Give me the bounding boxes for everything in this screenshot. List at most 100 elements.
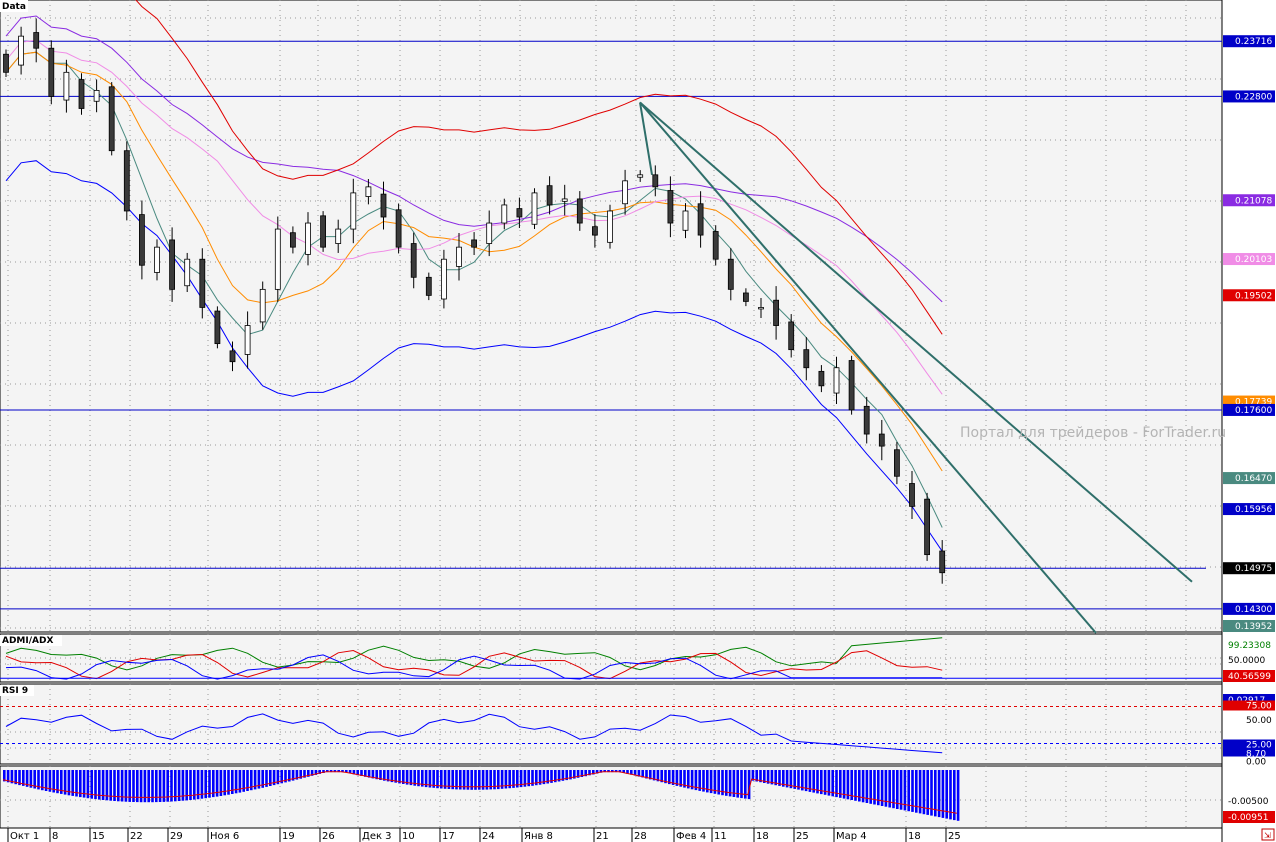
candle-body <box>863 405 870 435</box>
histogram-bar <box>956 770 960 821</box>
histogram-bar <box>519 770 523 788</box>
histogram-signal-line <box>2 771 957 814</box>
histogram-bar <box>592 770 595 775</box>
histogram-bar <box>641 770 644 778</box>
rsi-label-bg <box>1223 700 1275 711</box>
histogram-bar <box>409 770 413 786</box>
candle <box>622 169 628 215</box>
time-axis: Окт 1 8 15 22 29 Ноя 6 19 26 Дек 3 10 17 24 Янв 8 21 2… <box>7 828 961 842</box>
price-label: 0.17600 <box>1223 403 1275 416</box>
candle <box>274 216 281 302</box>
histogram-bar <box>664 770 667 784</box>
time-label: 29 <box>170 831 183 842</box>
histogram-bar <box>888 770 891 808</box>
candle-body <box>365 186 372 197</box>
admi-label-bg <box>1223 654 1275 666</box>
candle-body <box>244 325 251 355</box>
histogram-bar <box>744 770 747 799</box>
hist-label-text: -0.00500 <box>1228 797 1269 807</box>
histogram-bar <box>215 770 219 797</box>
histogram-bar <box>424 770 428 788</box>
histogram-bar <box>671 770 675 785</box>
histogram-bar <box>922 770 926 815</box>
corner-arrow-icon: ⇲ <box>1264 831 1271 840</box>
histogram-bar <box>915 770 918 813</box>
histogram-bar <box>945 770 948 819</box>
price-label-bg <box>1223 562 1275 575</box>
admi-title-bg <box>0 635 62 646</box>
admi-label-text: 50.0000 <box>1228 656 1265 666</box>
histogram-bar <box>345 770 348 773</box>
candle-body <box>350 192 357 230</box>
bollinger-lower-line <box>5 160 943 552</box>
candle-body <box>169 239 176 290</box>
histogram-bar <box>474 770 477 790</box>
channel-upper-line[interactable] <box>639 101 1193 583</box>
histogram-bar <box>352 770 356 775</box>
rsi-label-text: 25.00 <box>1246 741 1272 751</box>
grid <box>0 0 1222 828</box>
corner-button[interactable] <box>1261 828 1275 841</box>
candle-body <box>637 174 644 178</box>
histogram-bar <box>774 770 777 786</box>
candle-body <box>18 35 25 66</box>
histogram-bar <box>105 770 109 801</box>
histogram-bar <box>318 770 321 774</box>
candle-body <box>93 90 100 102</box>
histogram-bar <box>546 770 549 784</box>
histogram-bar <box>37 770 40 790</box>
histogram-bar <box>561 770 565 781</box>
histogram-bar <box>755 770 758 782</box>
histogram-bar <box>949 770 952 820</box>
histogram-bar <box>120 770 124 802</box>
candle-body <box>833 367 840 394</box>
histogram-bar <box>390 770 394 783</box>
rsi-title-bg <box>0 685 34 696</box>
candle-body <box>924 498 930 556</box>
histogram-bar <box>257 770 261 789</box>
histogram-bar <box>204 770 207 799</box>
histogram-bar <box>413 770 416 786</box>
candle <box>214 306 221 349</box>
price-label-bg <box>1223 35 1275 48</box>
candle-body <box>576 198 583 224</box>
channel-start-line[interactable] <box>639 102 653 175</box>
channel-lower-line[interactable] <box>639 101 1097 634</box>
candle-body <box>259 288 266 323</box>
histogram-bar <box>702 770 705 792</box>
histogram-bar <box>709 770 713 794</box>
time-label: 18 <box>756 831 769 842</box>
candle <box>456 233 462 281</box>
histogram-bar <box>341 770 344 773</box>
rsi-axis-label: 8.70 <box>1223 748 1275 760</box>
histogram-bar <box>29 770 33 788</box>
candle <box>440 249 447 309</box>
histogram-bar <box>421 770 424 787</box>
candle <box>365 179 372 205</box>
rsi-axis-label: 0.00 <box>1223 756 1275 768</box>
ma-slow-line <box>5 39 943 395</box>
histogram-bar <box>428 770 432 788</box>
histogram-bar <box>877 770 880 806</box>
histogram-bar <box>193 770 196 800</box>
histogram-bar <box>82 770 86 798</box>
histogram-bar <box>523 770 527 787</box>
descending-channel[interactable] <box>639 101 1193 634</box>
histogram-bar <box>253 770 257 790</box>
rsi-lines <box>0 706 1222 754</box>
price-label: 0.13952 <box>1223 620 1275 632</box>
histogram-bar <box>143 770 147 803</box>
histogram-bar <box>926 770 929 815</box>
price-pane[interactable] <box>0 0 1223 633</box>
histogram-bar <box>808 770 812 792</box>
histogram-bar <box>14 770 17 785</box>
price-label-bg <box>1223 289 1275 302</box>
histogram-pane[interactable] <box>0 765 1223 829</box>
histogram-bar <box>789 770 793 789</box>
price-label: 0.23716 <box>1223 35 1275 48</box>
candle-body <box>712 231 719 260</box>
histogram-bar <box>196 770 200 800</box>
candle <box>350 178 357 244</box>
rsi-pane[interactable] <box>0 683 1223 765</box>
